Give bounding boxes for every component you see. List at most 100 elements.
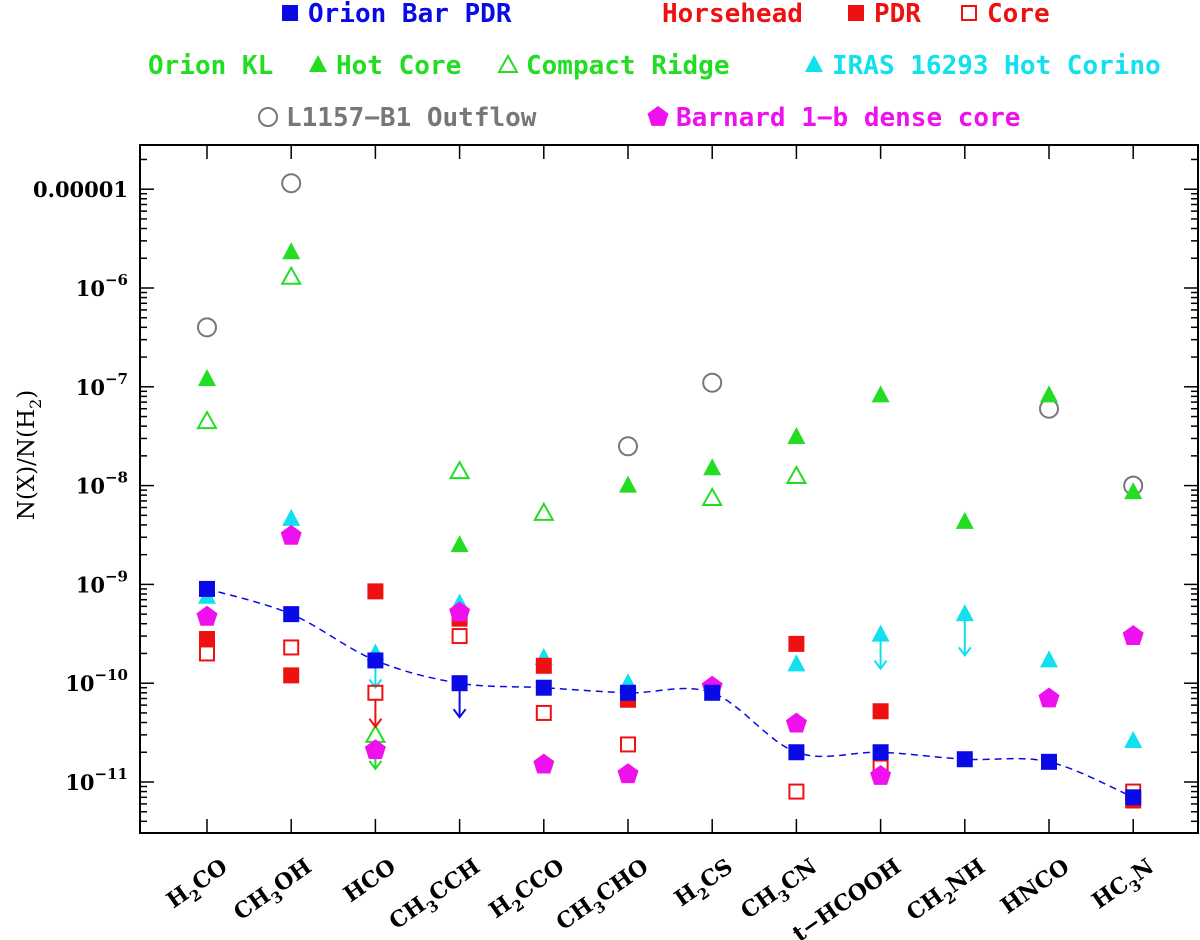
legend-core-marker [961,5,977,21]
y-tick-label: 0.00001 [33,177,128,202]
legend-l1157-b1-outflow-marker [258,107,278,127]
barnard-1-b-dense-core-point-ch3oh [280,524,302,545]
x-label-base: H [162,881,194,914]
x-label-base: HNCO [996,854,1074,920]
y-tick-label: 10−9 [76,567,128,597]
x-label-base: H [670,879,702,912]
y-tick-label-base: 10 [76,276,105,301]
orion-kl-compact-ridge-point-h2cs [701,486,723,506]
legend-hot-core-text: Hot Core [336,51,461,81]
x-label-rest: CCO [510,854,569,906]
x-label-ch2nh: CH2NH [902,854,993,931]
horsehead-pdr-point-hco [367,583,384,600]
horsehead-pdr-point-t-hcooh [872,703,889,720]
x-label-rest: CHO [591,854,653,908]
barnard-1-b-dense-core-point-h2co [196,605,218,626]
orion-kl-hot-core-point-t-hcooh [871,385,890,403]
y-tick-label-exponent: −9 [105,567,128,585]
orion-bar-pdr-upper-limit-arrow [452,689,467,719]
y-tick-label-base: 10 [76,572,105,597]
legend-pdr-marker [848,5,864,21]
y-tick-label-exponent: −7 [105,370,128,388]
iras-16293-hot-corino-upper-limit-arrow-head [873,660,888,671]
legend-barnard-1-b-dense-core-text: Barnard 1−b dense core [676,103,1020,133]
horsehead-pdr-point-h2co [199,631,215,648]
legend-core-text: Core [987,0,1050,29]
orion-kl-compact-ridge-point-ch3cn [785,464,808,485]
legend-l1157-b1-outflow: L1157−B1 Outflow [258,103,537,133]
y-axis-title-subscript: 2 [26,399,45,409]
horsehead-core-point-ch3oh [283,639,300,656]
orion-bar-pdr-point-ch3cn [788,744,805,761]
x-label-ch3cho: CH3CHO [552,854,657,940]
orion-bar-fit-line [206,588,1134,798]
orion-bar-dashed-curve [206,588,1134,798]
barnard-1-b-dense-core-point-t-hcooh [870,765,892,785]
orion-kl-compact-ridge-point-h2cco [533,501,555,521]
horsehead-core-point-ch3cch [451,628,468,645]
orion-kl-hot-core-point-ch3cch [450,535,469,553]
y-tick-label-base: 10 [76,474,105,499]
legend-horsehead-text: Horsehead [662,0,803,29]
iras-16293-hot-corino-upper-limit-arrow [873,640,888,671]
iras-16293-hot-corino-point-t-hcooh [871,624,890,642]
orion-kl-compact-ridge-point-ch3cch [448,460,471,480]
y-tick-label: 10−11 [65,765,128,795]
y-tick-label-exponent: −10 [95,666,128,684]
legend-orion-bar-pdr: Orion Bar PDR [282,0,512,29]
horsehead-pdr-point-ch3cn [788,635,805,652]
x-label-h2cs: H2CS [670,854,741,916]
y-tick-label: 10−8 [76,469,128,499]
barnard-1-b-dense-core-point-ch3cn [785,712,807,733]
x-label-base: H [484,891,516,924]
legend-iras-16293-hot-corino-text: IRAS 16293 Hot Corino [832,51,1161,81]
horsehead-core-point-h2cco [535,704,552,721]
orion-kl-hot-core-point-h2co [198,368,216,386]
orion-bar-pdr-point-h2cs [704,684,721,701]
orion-bar-pdr-point-h2co [199,580,215,597]
horsehead-core-point-ch3cn [788,783,805,800]
l1157-b1-outflow-point-ch3cho [618,436,638,457]
x-label-base: HCO [339,854,401,908]
legend-horsehead: Horsehead [662,0,803,29]
barnard-1-b-dense-core-point-hco [364,739,386,760]
legend-orion-kl-text: Orion KL [148,51,273,81]
orion-kl-hot-core-point-ch3cn [787,427,806,445]
orion-kl-hot-core-point-h2cs [703,458,722,476]
l1157-b1-outflow-point-h2cs [702,372,723,393]
iras-16293-hot-corino-point-ch2nh [955,604,974,622]
orion-bar-pdr-point-t-hcooh [872,744,889,761]
orion-bar-pdr-point-h2cco [535,679,552,696]
iras-16293-hot-corino-point-hc3n [1124,731,1143,749]
horsehead-core-upper-limit-arrow [368,698,383,729]
legend-compact-ridge-text: Compact Ridge [526,51,730,81]
legend-core: Core [961,0,1050,29]
legend-orion-bar-pdr-marker [282,5,298,21]
y-tick-label: 10−10 [65,666,128,696]
barnard-1-b-dense-core-point-hnco [1038,687,1060,708]
orion-kl-compact-ridge-upper-limit-arrow-head [368,760,383,771]
orion-kl-hot-core-point-ch3oh [282,242,301,260]
l1157-b1-outflow-point-h2co [197,317,217,338]
x-label-base: HC [1087,871,1133,914]
y-tick-label-base: 10 [65,671,94,696]
legend-l1157-b1-outflow-text: L1157−B1 Outflow [286,103,537,133]
orion-bar-pdr-point-hnco [1041,753,1057,770]
barnard-1-b-dense-core-point-h2cco [533,753,555,774]
y-axis-label: N(X)/N(H2) [14,390,45,521]
y-tick-label-exponent: −6 [105,271,128,289]
legend-pdr-text: PDR [874,0,921,29]
data-marks [196,173,1144,809]
orion-kl-hot-core-point-ch3cho [619,475,637,493]
plot-frame [139,144,1199,834]
x-label-ch3oh: CH3OH [229,854,319,930]
x-label-hco: HCO [339,854,401,908]
iras-16293-hot-corino-point-ch3cn [787,654,806,672]
x-label-base: CH [552,893,598,936]
x-label-hnco: HNCO [996,854,1074,920]
legend-barnard-1-b-dense-core-marker [647,106,669,126]
